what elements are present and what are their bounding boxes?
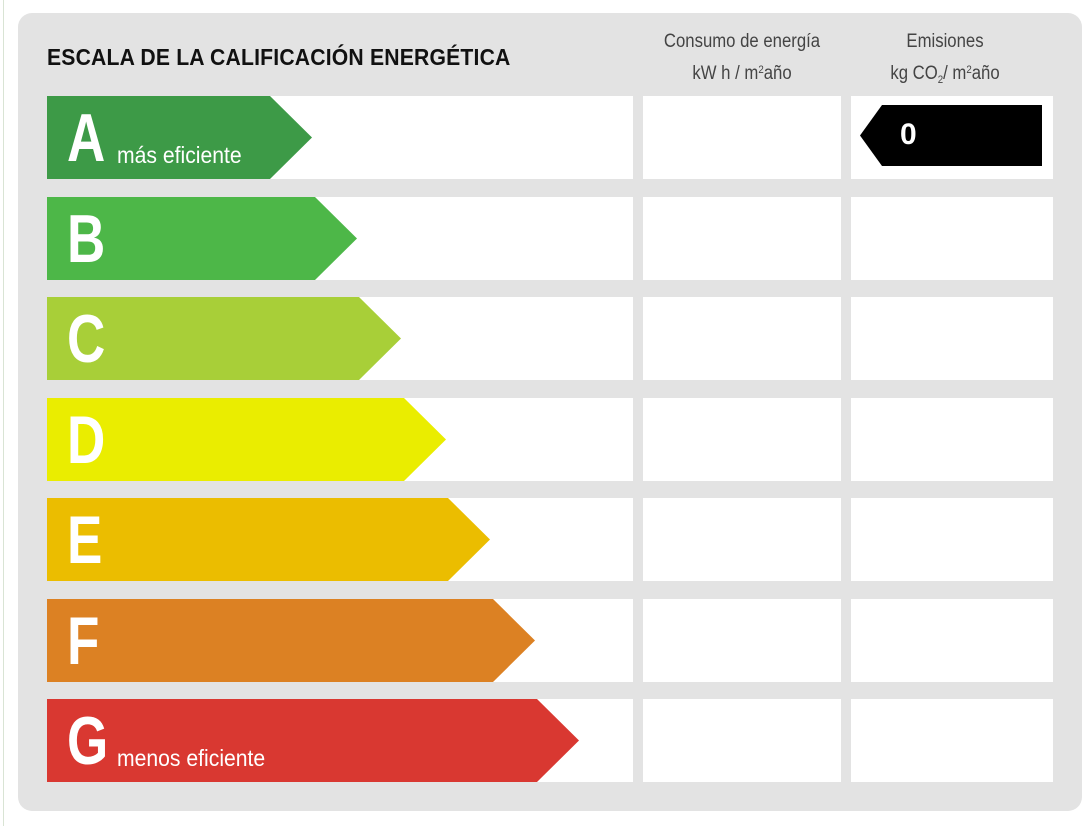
rating-arrow-shape — [47, 599, 535, 682]
rating-arrow-e: E — [47, 498, 490, 581]
consumo-cell-d — [643, 398, 841, 481]
emisiones-unit: kg CO2/ m2año — [890, 63, 1000, 86]
rating-arrow-shape — [47, 498, 490, 581]
emisiones-cell-g — [851, 699, 1053, 782]
emissions-rating-marker: 0 — [860, 105, 1042, 166]
rating-arrow-f: F — [47, 599, 535, 682]
consumo-cell-f — [643, 599, 841, 682]
rating-caption: menos eficiente — [117, 745, 266, 771]
page-title: ESCALA DE LA CALIFICACIÓN ENERGÉTICA — [47, 44, 511, 70]
rating-arrow-shape — [47, 197, 357, 280]
emisiones-cell-d — [851, 398, 1053, 481]
rating-letter: D — [67, 402, 106, 478]
emisiones-title: Emisiones — [906, 31, 984, 52]
rating-arrow-b: B — [47, 197, 357, 280]
rating-letter: C — [67, 301, 106, 377]
consumo-cell-c — [643, 297, 841, 380]
emissions-value: 0 — [900, 118, 917, 151]
rating-letter: E — [67, 502, 103, 578]
consumo-cell-g — [643, 699, 841, 782]
rating-arrow-shape — [47, 297, 401, 380]
column-header-consumo: Consumo de energía kW h / m2año — [654, 27, 830, 88]
rating-letter: G — [67, 703, 109, 779]
emisiones-cell-b — [851, 197, 1053, 280]
marker-shape — [860, 105, 1042, 166]
rating-arrow-d: D — [47, 398, 446, 481]
rating-arrow-shape — [47, 96, 312, 179]
consumo-unit: kW h / m2año — [692, 63, 792, 84]
rating-letter: F — [67, 603, 100, 679]
consumo-title: Consumo de energía — [663, 31, 821, 52]
rating-arrow-c: C — [47, 297, 401, 380]
rating-letter: B — [67, 201, 106, 277]
rating-caption: más eficiente — [117, 142, 242, 168]
rating-letter: A — [67, 100, 106, 176]
consumo-cell-e — [643, 498, 841, 581]
emisiones-cell-c — [851, 297, 1053, 380]
consumo-cell-a — [643, 96, 841, 179]
column-header-emisiones: Emisiones kg CO2/ m2año — [857, 27, 1033, 95]
rating-arrow-shape — [47, 699, 579, 782]
consumo-cell-b — [643, 197, 841, 280]
rating-arrow-shape — [47, 398, 446, 481]
emisiones-cell-e — [851, 498, 1053, 581]
emisiones-cell-f — [851, 599, 1053, 682]
frame-edge — [3, 0, 4, 826]
